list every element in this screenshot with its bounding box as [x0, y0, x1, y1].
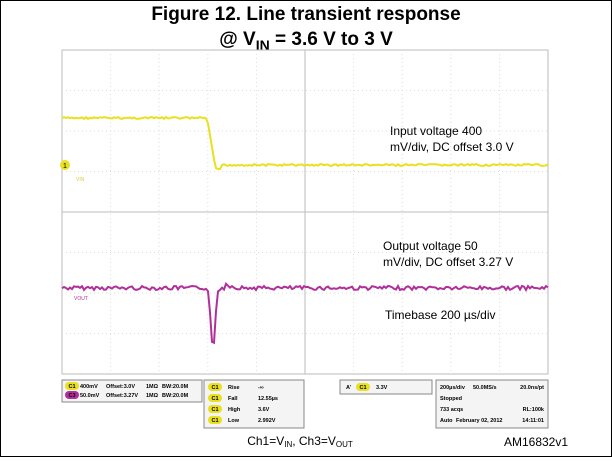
status-text: 50.0MS/s [473, 385, 497, 391]
status-text: C1 [68, 384, 75, 390]
status-text: BW:20.0M [162, 384, 189, 390]
caption-text: Ch1=V [247, 434, 284, 448]
status-text: C1 [211, 385, 218, 391]
status-text: Fall [228, 396, 238, 402]
status-text: Offset:3.0V [106, 384, 135, 390]
status-text: 1MΩ [146, 393, 159, 399]
status-text: 2.992V [258, 418, 276, 424]
status-text: C3 [68, 393, 75, 399]
title-text: = 3.6 V to 3 V [270, 29, 393, 50]
status-text: C1 [211, 418, 218, 424]
status-text: 14:11:01 [522, 418, 544, 424]
vin-label: VIN [76, 177, 85, 183]
annotation: mV/div, DC offset 3.0 V [390, 140, 514, 154]
status-text: 400mV [80, 384, 98, 390]
status-text: C1 [211, 407, 218, 413]
status-text: 733 acqs [440, 407, 463, 413]
status-text: Offset:3.27V [106, 393, 138, 399]
caption-sub: OUT [336, 440, 353, 449]
status-text: Low [228, 418, 240, 424]
annotation: Output voltage 50 [383, 239, 478, 253]
status-text: 1MΩ [146, 384, 159, 390]
status-text: 200µs/div [440, 385, 466, 391]
annotation: Timebase 200 µs/div [385, 308, 496, 322]
status-text: BW:20.0M [162, 393, 189, 399]
status-text: Rise [228, 385, 240, 391]
ch1-marker-label: 1 [63, 163, 67, 170]
status-text: 12.55µs [258, 396, 278, 402]
status-text: High [228, 407, 241, 413]
caption-sub: IN [284, 440, 292, 449]
status-text: C1 [359, 385, 366, 391]
status-text: February 02, 2012 [456, 418, 502, 424]
status-text: A' [346, 385, 352, 391]
title-line1: Figure 12. Line transient response [151, 4, 460, 25]
status-text: Auto [440, 418, 453, 424]
caption-text: , Ch3=V [292, 434, 336, 448]
annotation: Input voltage 400 [390, 124, 482, 138]
status-text: 50.0mV [80, 393, 100, 399]
title-text: @ V [219, 29, 256, 50]
status-text: 3.6V [258, 407, 270, 413]
status-text: C1 [211, 396, 218, 402]
title-line2: @ VIN = 3.6 V to 3 V [219, 29, 393, 53]
annotation: mV/div, DC offset 3.27 V [383, 255, 513, 269]
vout-label: VOUT [74, 296, 88, 302]
status-text: RL:100k [523, 407, 545, 413]
figure: Figure 12. Line transient response @ VIN… [0, 0, 612, 457]
status-text: -∞ [258, 385, 264, 391]
figure-id: AM16832v1 [504, 435, 568, 449]
status-text: Stopped [440, 396, 462, 402]
status-text: 20.0ns/pt [520, 385, 544, 391]
status-text: 3.3V [376, 385, 388, 391]
